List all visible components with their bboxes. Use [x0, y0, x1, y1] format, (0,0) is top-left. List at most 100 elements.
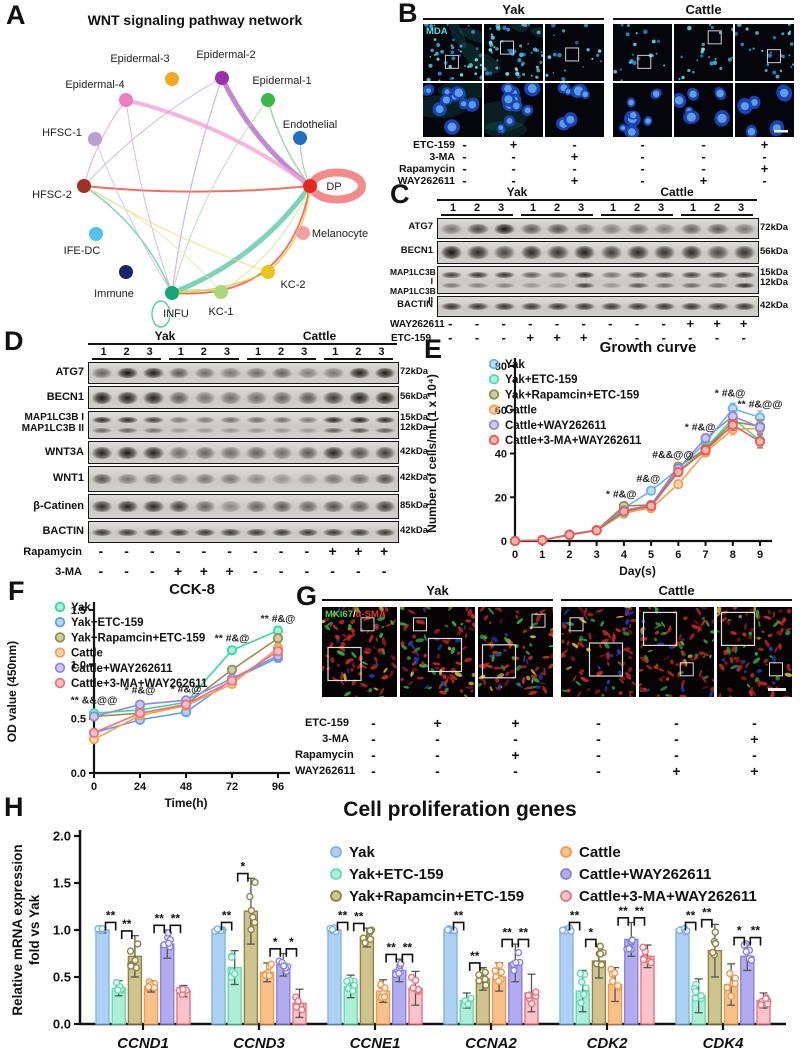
kda-label: 15kDa 12kDa: [400, 412, 428, 434]
blot-band: [117, 501, 138, 512]
network-node-label: Epidermal-4: [65, 79, 124, 91]
scatter-dot: [482, 981, 490, 989]
treatment-sign: -: [762, 149, 767, 164]
kda-label: 42kDa: [400, 472, 428, 483]
blot-band: [323, 501, 344, 512]
blot-band: [323, 368, 344, 378]
infu-self-loop: [151, 300, 171, 328]
lane-number: 3: [497, 202, 505, 214]
treatment-sign: -: [554, 316, 560, 331]
sig-bracket: [517, 938, 530, 948]
blot-band: [707, 303, 729, 310]
scatter-dot: [747, 956, 756, 964]
blot-band: [194, 368, 216, 378]
network-edge: [83, 185, 173, 294]
blot-band: [143, 368, 164, 378]
network-edge: [171, 184, 313, 296]
x-tick-label: 4: [621, 549, 628, 561]
treatment-sign: +: [579, 330, 588, 345]
blot-band: [374, 391, 396, 404]
lane-group: 1 2 3: [601, 202, 673, 216]
scatter-dot: [213, 925, 222, 933]
blot-band: [246, 417, 267, 424]
blot-band: [168, 474, 190, 484]
blot-band: [271, 501, 293, 512]
panel-a-network: WNT signaling pathway network Epidermal-…: [0, 0, 398, 335]
y-axis-label: OD value (450nm): [5, 641, 19, 742]
blot-band: [91, 428, 113, 434]
lane-group: 1 2 3: [246, 346, 316, 360]
blot-strip: [88, 494, 399, 519]
scatter-dot: [559, 926, 567, 935]
significance-annotation: * #&@: [171, 684, 202, 696]
bar: [327, 929, 342, 1025]
lane-number: 1: [100, 346, 107, 358]
treatment-sign: -: [462, 161, 467, 176]
network-node-melanocyte: [296, 226, 310, 240]
legend-marker: [330, 890, 342, 902]
x-tick-label: 1: [539, 549, 545, 561]
blot-band: [220, 417, 241, 424]
proliferation-genes-chart: 0.0 0.5 1.0 1.5 2.0 CCND1 CCND3 CCNE1 CCNA2 CDK2 C…: [10, 798, 786, 1052]
scatter-dot: [247, 906, 256, 915]
treatment-sign: +: [672, 763, 681, 779]
x-axis-label: Time(h): [164, 796, 207, 810]
scatter-dot: [127, 962, 135, 970]
blot-band: [246, 474, 267, 484]
blot-band: [494, 283, 516, 289]
sig-label: **: [686, 908, 696, 922]
y-tick-label: 0.0: [71, 768, 86, 780]
treatment-sign: -: [581, 316, 586, 331]
lane-group: 1 2 3: [441, 202, 513, 216]
network-node-hfsc-2: [77, 179, 91, 193]
legend-label: Cattle: [505, 405, 537, 417]
blot-band: [246, 501, 267, 512]
micrograph-b-bottom-3: [545, 82, 604, 137]
kda-label: 15kDa 12kDa: [760, 267, 788, 289]
lane-number: 1: [529, 202, 537, 214]
micrograph-b-bottom-2: [474, 80, 543, 139]
blot-band: [220, 446, 241, 459]
network-node-label: Endothelial: [283, 119, 337, 131]
blot-strip: [437, 266, 759, 294]
blot-band: [547, 283, 569, 289]
group-header-cattle: Cattle: [561, 583, 792, 601]
panel-f-cck8: 0.0 0.5 1.0 1.5 0 24 48 72 96 ** &&@@ * #&@ * #&@ **…: [0, 574, 340, 810]
blot-band: [194, 528, 216, 536]
blot-band: [494, 246, 516, 259]
micrograph-b-bottom-5: [672, 83, 733, 137]
lane-number: 3: [223, 346, 230, 358]
treatment-sign: -: [150, 563, 155, 579]
scatter-dot: [409, 984, 417, 992]
legend-label: Cattle+WAY262611: [579, 866, 711, 883]
treatment-sign: +: [570, 149, 579, 164]
sig-label: **: [519, 925, 529, 939]
network-node-infu: [165, 286, 179, 300]
micrograph-b-top-5: [674, 23, 735, 81]
kda-label: 56kDa: [400, 390, 428, 402]
treatment-sign: -: [448, 316, 453, 331]
legend-label: Cattle: [579, 844, 621, 861]
scatter-dot: [577, 999, 585, 1007]
legend-marker: [54, 617, 66, 628]
sig-bracket: [617, 916, 630, 926]
blot-band: [246, 446, 267, 459]
group-header-yak: Yak: [88, 330, 242, 345]
treatment-sign: -: [701, 137, 706, 152]
blot-band: [271, 474, 293, 484]
treatment-sign: -: [640, 161, 645, 176]
scatter-dot: [133, 940, 142, 948]
blot-band: [440, 272, 462, 279]
treatment-sign: -: [572, 137, 577, 152]
treatment-label: WAY262611: [397, 175, 455, 187]
sig-label: *: [588, 925, 593, 939]
chart-title: Growth curve: [600, 339, 697, 356]
treatment-sign: -: [253, 543, 258, 559]
legend-marker: [560, 890, 572, 902]
significance-annotation: ** #&@: [261, 613, 296, 625]
blot-band: [323, 528, 344, 536]
network-node-label: HFSC-2: [32, 189, 72, 201]
scatter-dot: [709, 948, 717, 957]
blot-band: [297, 501, 319, 512]
scatter-dot: [481, 968, 489, 977]
